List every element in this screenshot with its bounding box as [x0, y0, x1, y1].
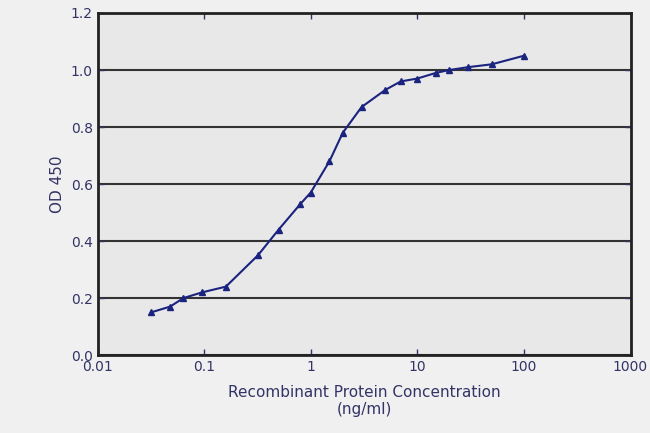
Y-axis label: OD 450: OD 450 [50, 155, 65, 213]
X-axis label: Recombinant Protein Concentration
(ng/ml): Recombinant Protein Concentration (ng/ml… [227, 385, 500, 417]
